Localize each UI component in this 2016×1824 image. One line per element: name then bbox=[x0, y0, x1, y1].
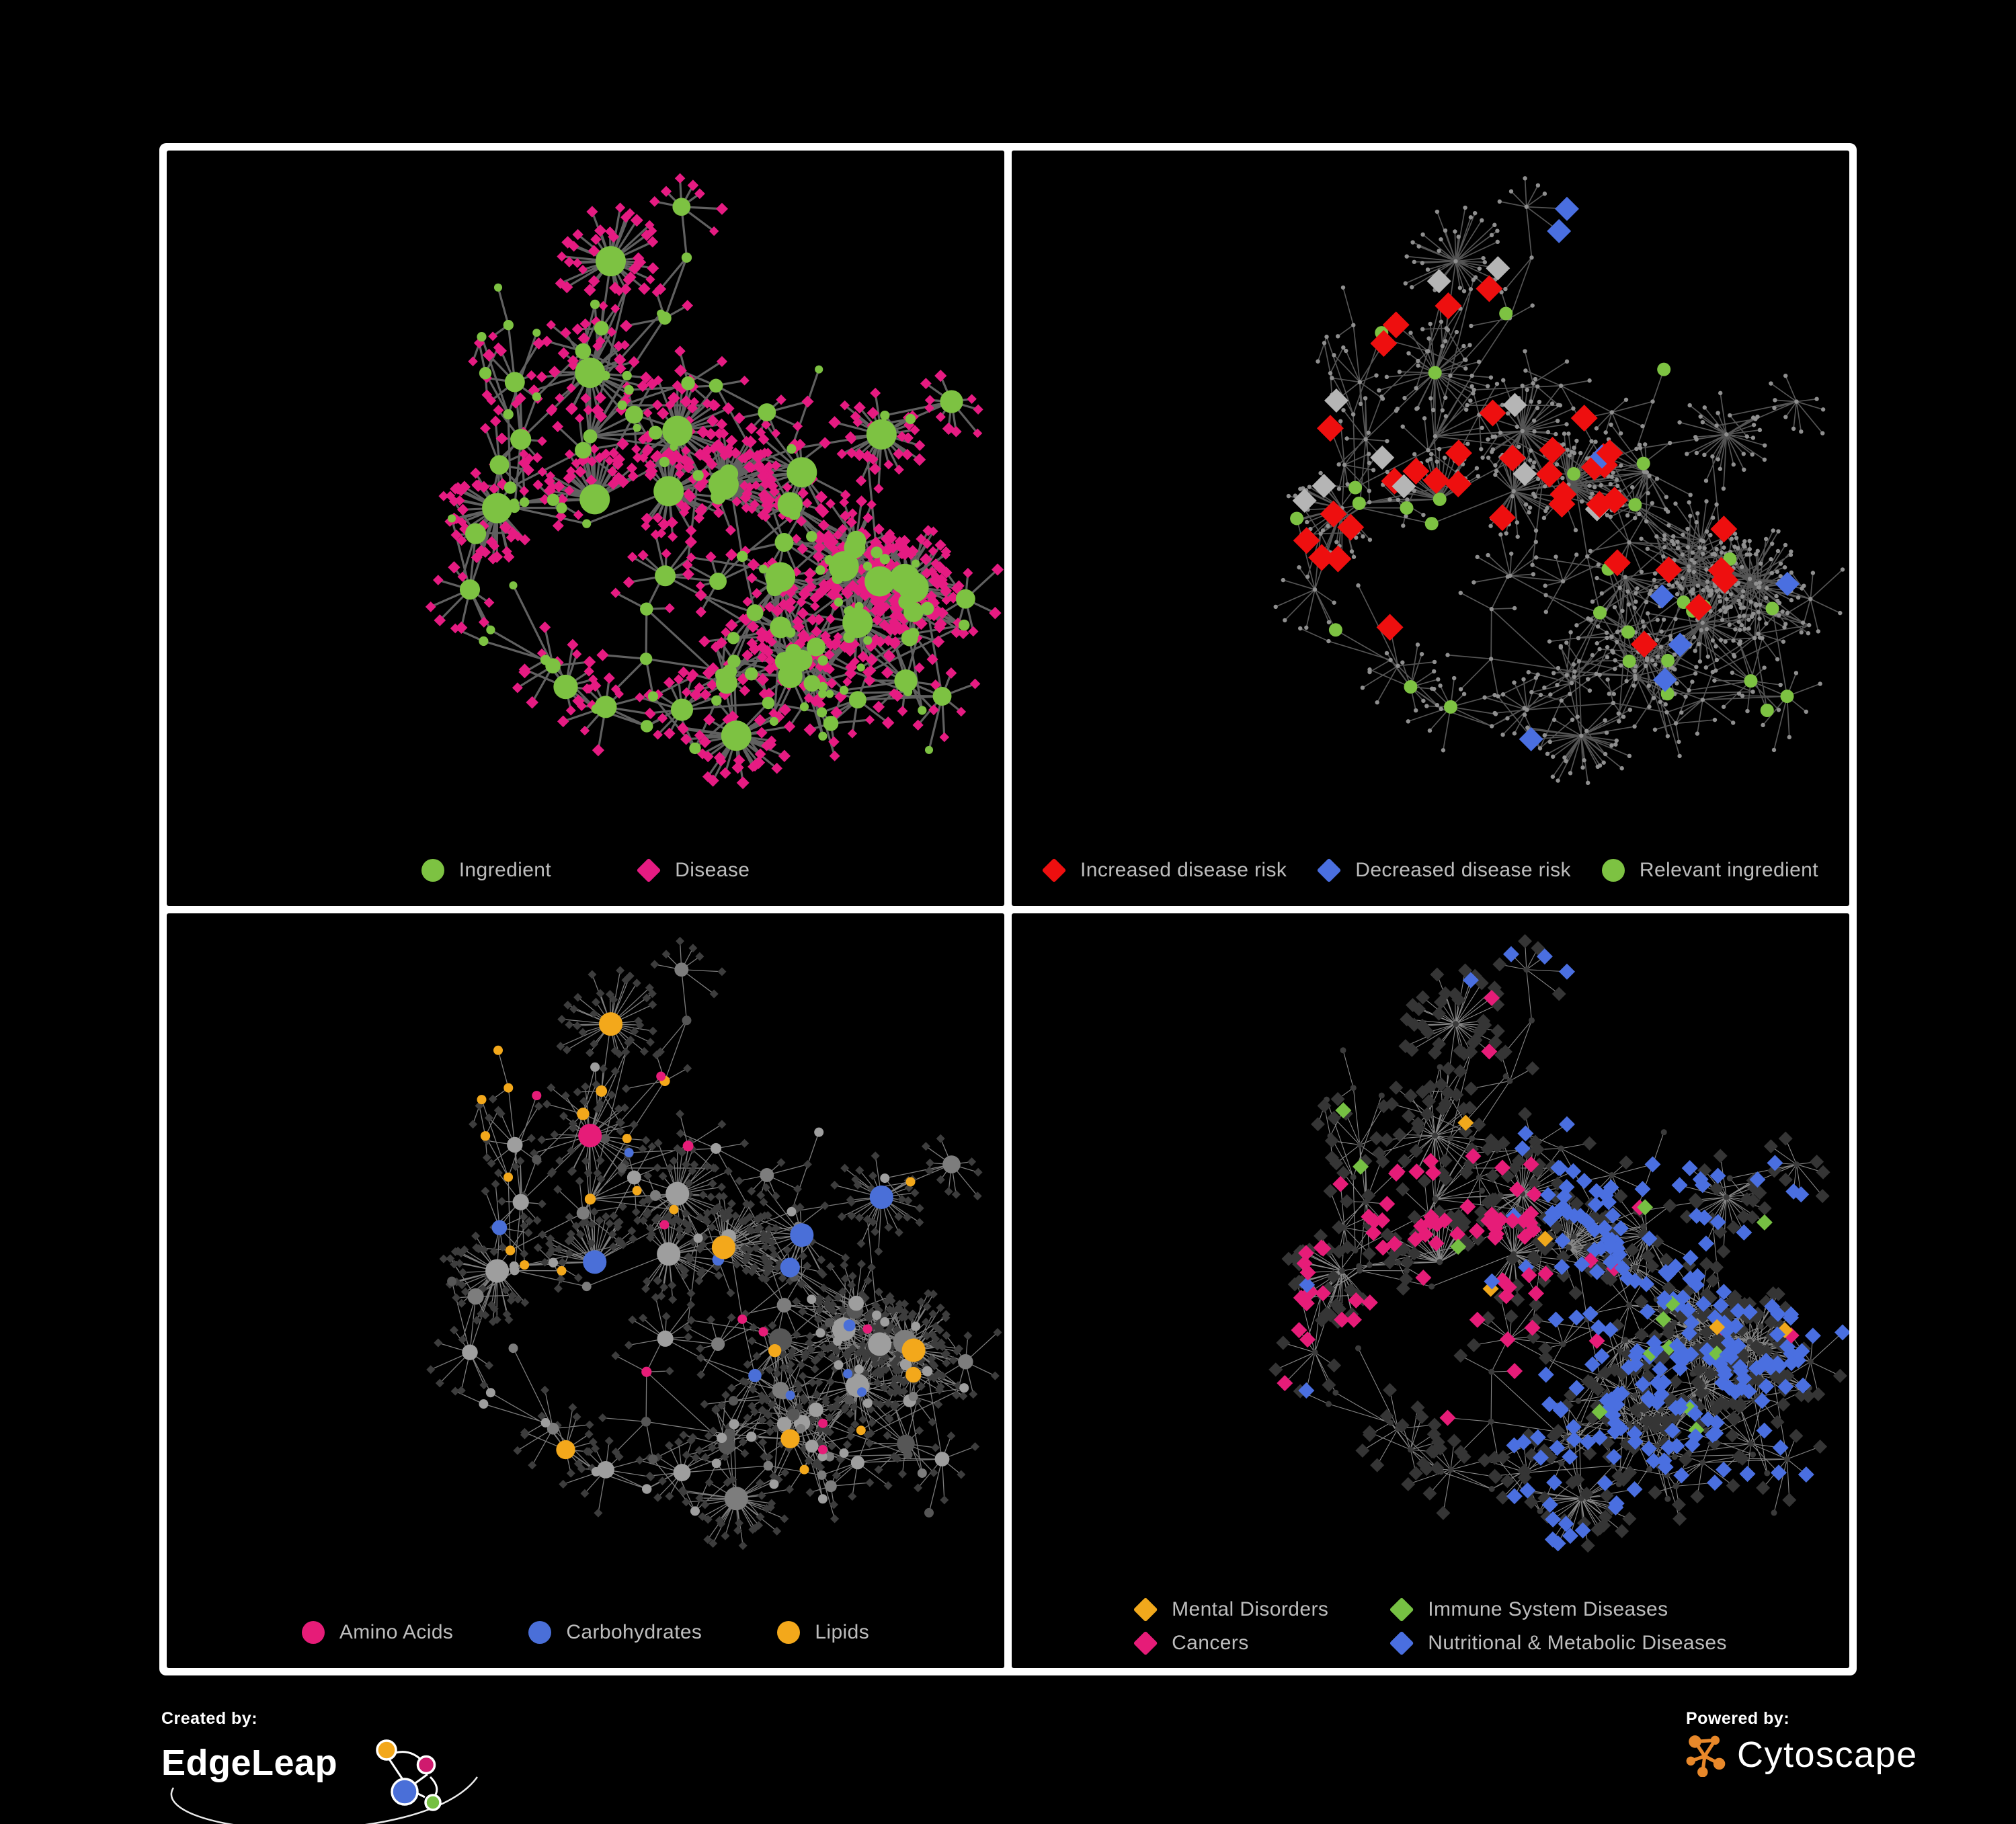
created-by-label: Created by: bbox=[161, 1709, 258, 1728]
legend-item-ingredient: Ingredient bbox=[421, 858, 552, 882]
powered-by-label: Powered by: bbox=[1686, 1709, 1790, 1728]
legend-item-disease: Disease bbox=[636, 858, 750, 882]
edgeleap-network-icon bbox=[170, 1739, 479, 1824]
legend-nutrient-classes: Amino Acids Carbohydrates Lipids bbox=[167, 1621, 1004, 1644]
cytoscape-icon bbox=[1686, 1735, 1726, 1777]
network-graph-ingredient-disease bbox=[425, 173, 1004, 790]
legend-item-cancers: Cancers bbox=[1133, 1630, 1328, 1656]
panel-ingredient-disease: Ingredient Disease bbox=[167, 151, 1004, 906]
legend-disease-risk: Increased disease risk Decreased disease… bbox=[1012, 858, 1849, 882]
panel-grid: Ingredient Disease Increased disease ris… bbox=[159, 143, 1857, 1675]
legend-item-immune-diseases: Immune System Diseases bbox=[1389, 1597, 1727, 1622]
circle-swatch-icon bbox=[528, 1621, 552, 1644]
legend-label: Mental Disorders bbox=[1172, 1598, 1329, 1620]
legend-label: Amino Acids bbox=[339, 1621, 454, 1643]
legend-item-decreased-risk: Decreased disease risk bbox=[1316, 858, 1571, 882]
network-graph-disease-risk bbox=[1273, 176, 1845, 786]
diamond-swatch-icon bbox=[1389, 1630, 1414, 1656]
legend-item-increased-risk: Increased disease risk bbox=[1041, 858, 1287, 882]
circle-swatch-icon bbox=[1601, 858, 1625, 882]
legend-item-carbohydrates: Carbohydrates bbox=[528, 1621, 702, 1644]
circle-swatch-icon bbox=[301, 1621, 325, 1644]
legend-label: Ingredient bbox=[458, 858, 552, 881]
edgeleap-logo: EdgeLeap bbox=[161, 1730, 497, 1824]
legend-label: Lipids bbox=[815, 1621, 870, 1643]
legend-disease-categories: Mental Disorders Immune System Diseases … bbox=[1133, 1597, 1727, 1656]
panel-nutrient-classes: Amino Acids Carbohydrates Lipids bbox=[167, 913, 1004, 1668]
footer-created-by: Created by: EdgeLeap bbox=[161, 1709, 497, 1824]
legend-item-lipids: Lipids bbox=[777, 1621, 869, 1644]
circle-swatch-icon bbox=[421, 858, 444, 882]
network-graph-nutrient-classes bbox=[426, 936, 1002, 1550]
network-graph-disease-categories bbox=[1268, 934, 1849, 1552]
cytoscape-wordmark: Cytoscape bbox=[1737, 1735, 1918, 1775]
legend-label: Immune System Diseases bbox=[1428, 1598, 1668, 1620]
legend-item-nutritional-metabolic: Nutritional & Metabolic Diseases bbox=[1389, 1630, 1727, 1656]
legend-label: Disease bbox=[675, 858, 750, 881]
legend-item-amino-acids: Amino Acids bbox=[301, 1621, 454, 1644]
diamond-swatch-icon bbox=[636, 858, 661, 882]
diamond-swatch-icon bbox=[1316, 858, 1342, 882]
legend-label: Nutritional & Metabolic Diseases bbox=[1428, 1632, 1727, 1654]
circle-swatch-icon bbox=[777, 1621, 801, 1644]
panel-disease-categories: Mental Disorders Immune System Diseases … bbox=[1012, 913, 1849, 1668]
footer-powered-by: Powered by: Cytoscape bbox=[1686, 1709, 1918, 1777]
diamond-swatch-icon bbox=[1389, 1597, 1414, 1622]
legend-label: Cancers bbox=[1172, 1632, 1249, 1654]
legend-label: Increased disease risk bbox=[1080, 858, 1287, 881]
legend-item-relevant-ingredient: Relevant ingredient bbox=[1601, 858, 1818, 882]
legend-label: Carbohydrates bbox=[566, 1621, 702, 1643]
panel-disease-risk: Increased disease risk Decreased disease… bbox=[1012, 151, 1849, 906]
legend-label: Relevant ingredient bbox=[1639, 858, 1818, 881]
legend-label: Decreased disease risk bbox=[1355, 858, 1571, 881]
diamond-swatch-icon bbox=[1041, 858, 1067, 882]
diamond-swatch-icon bbox=[1133, 1630, 1158, 1656]
legend-ingredient-disease: Ingredient Disease bbox=[167, 858, 1004, 882]
edgeleap-wordmark: EdgeLeap bbox=[161, 1743, 338, 1783]
legend-item-mental-disorders: Mental Disorders bbox=[1133, 1597, 1329, 1622]
diamond-swatch-icon bbox=[1133, 1597, 1158, 1622]
